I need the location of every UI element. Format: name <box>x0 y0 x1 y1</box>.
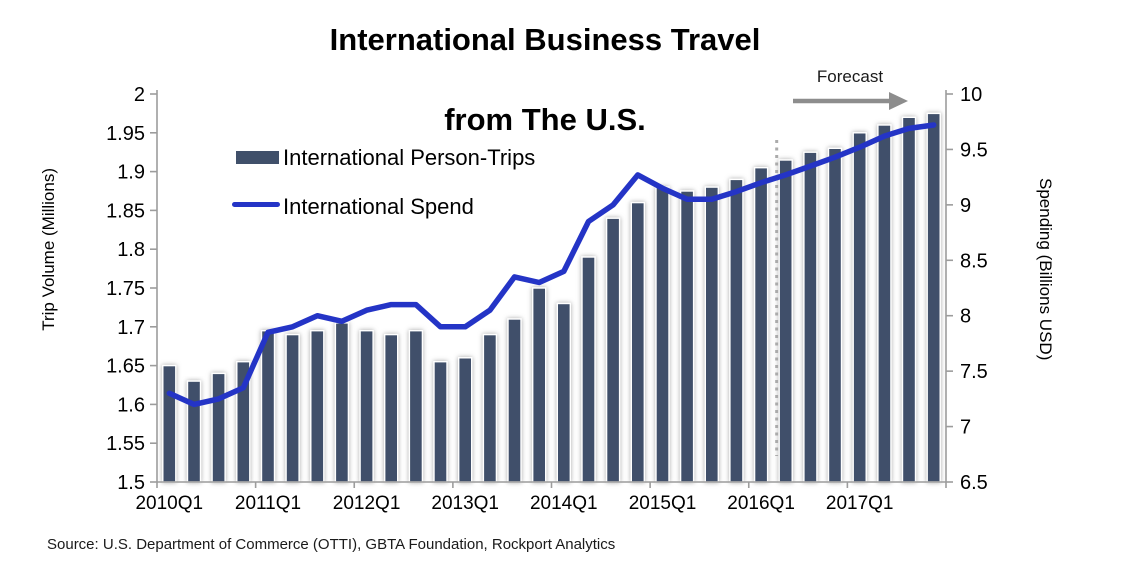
left-axis-title: Trip Volume (Millions) <box>39 168 58 331</box>
trips-bar <box>655 186 670 483</box>
legend-line-swatch-icon <box>232 202 280 207</box>
trips-bar <box>704 186 719 483</box>
left-tick-label: 1.75 <box>106 278 145 300</box>
forecast-label: Forecast <box>816 67 884 86</box>
tick-labels: 1.5 1.55 1.6 1.65 1.7 1.75 1.8 1.85 1.9 1.95 2 6.5 7… <box>106 84 988 514</box>
trips-bar <box>803 151 818 483</box>
left-tick-label: 1.55 <box>106 433 145 455</box>
trips-bars <box>162 112 941 483</box>
right-tick-label: 9 <box>960 195 971 217</box>
left-tick-label: 1.5 <box>117 472 145 494</box>
trips-bar <box>458 357 473 483</box>
chart-title-line2: from The U.S. <box>444 102 646 137</box>
trips-bar <box>556 302 571 483</box>
trips-bar <box>532 287 547 483</box>
trips-bar <box>778 159 793 483</box>
x-tick-label: 2012Q1 <box>333 493 401 514</box>
legend-label-spend: International Spend <box>283 194 474 219</box>
trips-bar <box>507 318 522 483</box>
x-tick-label: 2015Q1 <box>629 493 697 514</box>
trips-bar <box>877 124 892 483</box>
left-tick-label: 1.95 <box>106 123 145 145</box>
chart-title-line1: International Business Travel <box>329 22 761 57</box>
trips-bar <box>260 330 276 483</box>
right-tick-label: 9.5 <box>960 139 988 161</box>
trips-bar <box>408 330 424 483</box>
source-text: Source: U.S. Department of Commerce (OTT… <box>47 536 616 553</box>
legend-bar-swatch-icon <box>236 151 279 164</box>
left-tick-label: 1.65 <box>106 356 145 378</box>
trips-bar <box>630 201 645 483</box>
trips-bar <box>852 132 867 483</box>
trips-bar <box>482 333 498 483</box>
left-tick-label: 1.8 <box>117 239 145 261</box>
trips-bar <box>285 333 300 483</box>
right-tick-label: 8.5 <box>960 250 988 272</box>
left-tick-label: 1.7 <box>117 317 145 339</box>
trips-bar <box>926 112 941 483</box>
left-tick-label: 1.9 <box>117 162 145 184</box>
trips-bar <box>384 333 399 483</box>
trips-bar <box>901 116 917 483</box>
trips-bar <box>162 364 177 483</box>
trips-bar <box>186 380 202 483</box>
x-tick-label: 2011Q1 <box>235 493 301 514</box>
trips-bar <box>753 166 769 483</box>
right-tick-label: 8 <box>960 306 971 328</box>
right-tick-label: 6.5 <box>960 472 988 494</box>
chart-title: International Business Travel from The U… <box>0 20 1090 140</box>
x-tick-label: 2014Q1 <box>530 493 598 514</box>
trips-bar <box>729 178 744 483</box>
trips-bar <box>605 217 621 483</box>
x-tick-label: 2013Q1 <box>431 493 499 514</box>
trips-bar <box>433 361 448 483</box>
x-tick-label: 2010Q1 <box>135 493 203 514</box>
left-tick-label: 1.85 <box>106 200 145 222</box>
x-tick-label: 2017Q1 <box>826 493 894 514</box>
trips-bar <box>211 372 226 483</box>
trips-bar <box>334 322 350 483</box>
right-tick-label: 7 <box>960 417 971 439</box>
spend-line <box>166 122 937 408</box>
left-tick-label: 1.6 <box>117 394 145 416</box>
left-tick-label: 2 <box>134 84 145 106</box>
right-tick-label: 7.5 <box>960 361 988 383</box>
x-tick-label: 2016Q1 <box>727 493 795 514</box>
trips-bar <box>679 190 695 483</box>
legend-label-person-trips: International Person-Trips <box>283 145 536 170</box>
trips-bar <box>581 256 596 483</box>
right-axis-title: Spending (Billions USD) <box>1036 178 1055 361</box>
axes <box>150 90 953 488</box>
trips-bar <box>359 330 374 483</box>
trips-bar <box>310 330 325 483</box>
trips-bar <box>827 147 843 483</box>
right-tick-label: 10 <box>960 84 982 106</box>
forecast-arrow-icon <box>793 92 908 110</box>
